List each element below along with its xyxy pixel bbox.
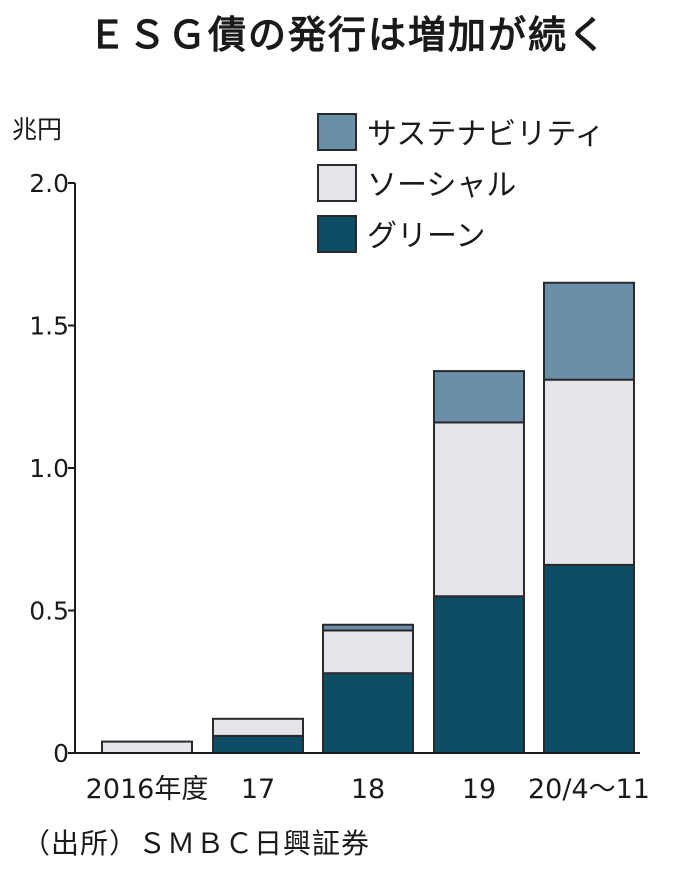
bar-segment xyxy=(322,623,414,632)
y-tick-label: 1.5 xyxy=(29,312,69,341)
legend-swatch xyxy=(317,164,357,202)
bar-segment xyxy=(433,370,525,424)
y-axis-unit-label: 兆円 xyxy=(12,115,62,144)
bar-segment xyxy=(433,595,525,754)
chart-title: ＥＳＧ債の発行は増加が続く xyxy=(87,13,608,57)
y-tick-label: 0.5 xyxy=(29,597,69,626)
bars-group xyxy=(75,281,640,755)
x-category-label: 18 xyxy=(351,774,385,805)
legend-label: サステナビリティ xyxy=(367,117,605,152)
bar-segment xyxy=(322,672,414,755)
legend-label: ソーシャル xyxy=(367,168,516,203)
x-category-label: 17 xyxy=(241,774,275,805)
x-category-label: 19 xyxy=(462,774,496,805)
source-note: （出所）ＳＭＢＣ日興証券 xyxy=(22,827,371,860)
bar-segment xyxy=(212,734,304,755)
y-axis: 0 0.5 1.0 1.5 2.0 xyxy=(29,169,76,768)
bar-segment xyxy=(543,563,635,755)
legend-swatch xyxy=(317,113,357,151)
legend-swatch xyxy=(317,215,357,253)
x-category-label: 2016年度 xyxy=(86,774,209,805)
x-category-label: 20/4～11 xyxy=(528,774,650,805)
bar-segment xyxy=(433,421,525,598)
bar-segment xyxy=(101,740,193,754)
legend-label: グリーン xyxy=(367,219,486,254)
bar-segment xyxy=(543,281,635,381)
y-tick-label: 0 xyxy=(53,739,69,768)
bar-segment xyxy=(212,717,304,737)
y-tick-label: 1.0 xyxy=(29,454,69,483)
bar-segment xyxy=(322,629,414,675)
bar-segment xyxy=(543,378,635,566)
x-axis-labels: 2016年度 17 18 19 20/4～11 xyxy=(86,774,650,805)
y-tick-label: 2.0 xyxy=(29,169,69,198)
